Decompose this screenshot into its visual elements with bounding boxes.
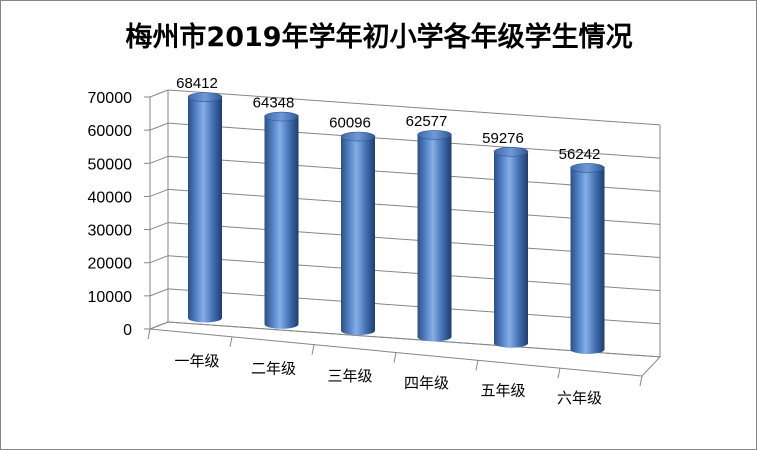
x-tick-mark bbox=[393, 352, 397, 363]
bar-cap bbox=[570, 163, 605, 173]
gridline bbox=[167, 122, 661, 159]
bar bbox=[264, 111, 299, 329]
y-axis-tick-labels: 0 10000 20000 30000 40000 50000 60000 70000 bbox=[88, 90, 133, 339]
x-tick-mark bbox=[229, 336, 233, 347]
y-tick-label: 70000 bbox=[88, 90, 133, 107]
gridline bbox=[167, 89, 661, 126]
bar-body bbox=[494, 151, 528, 348]
x-tick-label: 一年级 bbox=[174, 352, 219, 370]
data-label: 68412 bbox=[176, 75, 218, 92]
x-tick-label: 三年级 bbox=[327, 367, 372, 385]
bar bbox=[570, 163, 605, 354]
gridline-side bbox=[149, 122, 169, 131]
data-label: 59276 bbox=[482, 130, 524, 147]
gridline-side bbox=[149, 222, 169, 231]
data-label: 64348 bbox=[253, 95, 295, 112]
x-tick-label: 二年级 bbox=[251, 359, 296, 377]
x-tick-mark bbox=[639, 375, 643, 387]
y-tick-label: 40000 bbox=[88, 189, 133, 206]
y-tick-label: 60000 bbox=[88, 123, 133, 140]
x-tick-mark bbox=[147, 328, 151, 340]
bar-body bbox=[570, 167, 605, 354]
bar-body bbox=[417, 134, 452, 342]
x-tick-mark bbox=[311, 344, 315, 355]
x-tick-mark bbox=[475, 360, 479, 371]
bars bbox=[187, 92, 605, 354]
y-tick-label: 30000 bbox=[88, 223, 133, 240]
x-axis-category-labels: 一年级 二年级 三年级 四年级 五年级 六年级 bbox=[174, 352, 602, 407]
bar-cap bbox=[264, 111, 299, 122]
gridline-side bbox=[149, 255, 169, 264]
gridline-side bbox=[149, 188, 169, 197]
x-tick-label: 六年级 bbox=[557, 389, 602, 407]
x-tick-label: 四年级 bbox=[404, 374, 449, 392]
y-tick-label: 50000 bbox=[88, 156, 133, 173]
x-tick-mark bbox=[557, 368, 561, 379]
y-tick-label: 0 bbox=[123, 322, 132, 339]
y-tick-label: 20000 bbox=[88, 256, 133, 273]
bar-body bbox=[341, 136, 375, 336]
axes bbox=[144, 90, 662, 387]
chart-title: 梅州市2019年学年初小学各年级学生情况 bbox=[125, 21, 632, 53]
gridline-side bbox=[149, 155, 169, 164]
bar bbox=[417, 130, 452, 342]
y-tick-label: 10000 bbox=[88, 289, 133, 306]
data-label: 60096 bbox=[329, 115, 371, 132]
bar bbox=[187, 92, 223, 323]
bar-body bbox=[264, 116, 299, 329]
gridline-side bbox=[149, 288, 169, 297]
data-labels: 68412 64348 60096 62577 59276 56242 bbox=[176, 75, 600, 163]
data-label: 62577 bbox=[406, 113, 448, 130]
bar-cap bbox=[187, 92, 223, 102]
x-tick-label: 五年级 bbox=[480, 382, 525, 400]
bar-cap bbox=[417, 130, 452, 140]
gridline-side bbox=[149, 89, 169, 98]
bar-body bbox=[188, 97, 222, 323]
data-label: 56242 bbox=[559, 146, 601, 163]
bar bbox=[340, 131, 376, 336]
bar-cap bbox=[340, 131, 376, 142]
bar-cap bbox=[493, 147, 529, 157]
bar bbox=[493, 147, 529, 348]
